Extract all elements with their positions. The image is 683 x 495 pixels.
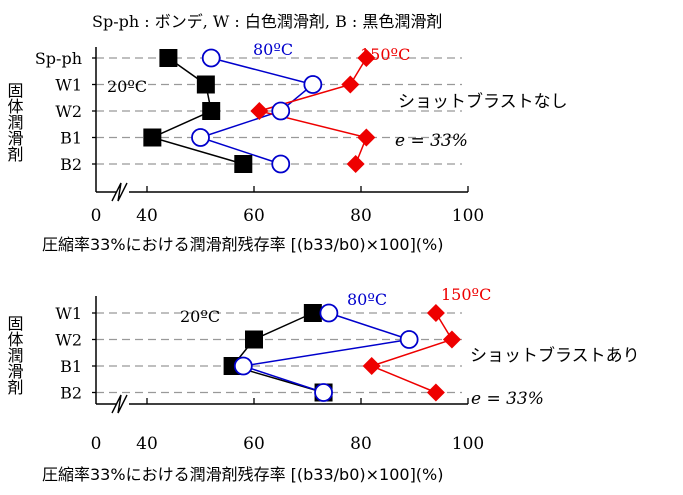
data-point-150c [362, 357, 381, 375]
data-point-150c [442, 330, 461, 349]
data-point-80c [201, 48, 221, 68]
data-point-80c [399, 330, 419, 349]
data-point-20c [234, 155, 253, 173]
y-tick-label: B1 [60, 357, 82, 376]
x-tick-label: 40 [136, 434, 158, 454]
data-point-20c [303, 304, 322, 322]
data-point-150c [346, 155, 365, 173]
data-point-20c [159, 49, 178, 67]
y-axis-label: 固体潤滑剤 [5, 82, 24, 163]
data-point-150c [357, 49, 376, 67]
y-tick-label: W1 [55, 76, 82, 95]
data-point-20c [245, 330, 263, 349]
y-tick-label: W2 [55, 331, 82, 350]
x-tick-label: 80 [350, 434, 372, 454]
series-line [231, 312, 324, 394]
series-label: 80ºC [347, 290, 387, 309]
x-tick-label: 60 [243, 206, 265, 226]
series-label: 80ºC [253, 40, 293, 59]
x-tick-label: 100 [452, 434, 484, 454]
panel-title: ショットブラストあり [470, 345, 640, 366]
x-axis-label: 圧縮率33%における潤滑剤残存率 [(b33/b0)×100](%) [42, 465, 444, 484]
data-point-20c [202, 102, 221, 120]
strain-label: e = 33% [395, 131, 468, 151]
strain-label: e = 33% [471, 389, 544, 409]
data-point-150c [250, 102, 269, 120]
data-point-80c [314, 383, 333, 402]
y-tick-label: W1 [55, 304, 82, 323]
y-tick-label: B2 [60, 384, 82, 403]
x-tick-label: 80 [350, 206, 372, 226]
data-point-150c [341, 75, 360, 94]
data-point-80c [303, 75, 323, 94]
y-tick-label: B1 [60, 129, 82, 148]
x-tick-label: 0 [91, 434, 102, 454]
y-tick-label: Sp-ph [35, 49, 82, 68]
axis-break-mark [111, 182, 128, 202]
series-label: 20ºC [107, 77, 147, 96]
y-tick-label: B2 [60, 155, 82, 174]
data-point-80c [233, 356, 253, 376]
data-point-150c [426, 304, 445, 322]
x-tick-label: 0 [91, 206, 102, 226]
data-point-150c [357, 128, 376, 147]
x-tick-label: 60 [243, 434, 265, 454]
series-label: 150ºC [360, 45, 410, 64]
data-point-20c [196, 75, 215, 94]
data-point-80c [271, 101, 291, 121]
figure-caption: Sp-ph : ボンデ, W : 白色潤滑剤, B : 黒色潤滑剤 [92, 12, 443, 31]
axis-break-mark [111, 394, 128, 414]
panel-title: ショットブラストなし [398, 91, 568, 112]
data-point-20c [143, 128, 162, 147]
series-label: 20ºC [180, 307, 220, 326]
data-point-80c [319, 303, 339, 323]
series-label: 150ºC [441, 285, 491, 304]
series-line [369, 312, 454, 394]
y-axis-label: 固体潤滑剤 [5, 315, 24, 396]
data-point-80c [271, 154, 291, 174]
data-point-80c [191, 128, 210, 147]
series-line [243, 312, 410, 394]
x-tick-label: 100 [452, 206, 484, 226]
y-tick-label: W2 [55, 102, 82, 121]
x-tick-label: 40 [136, 206, 158, 226]
data-point-150c [426, 383, 445, 402]
x-axis-label: 圧縮率33%における潤滑剤残存率 [(b33/b0)×100](%) [42, 235, 444, 254]
